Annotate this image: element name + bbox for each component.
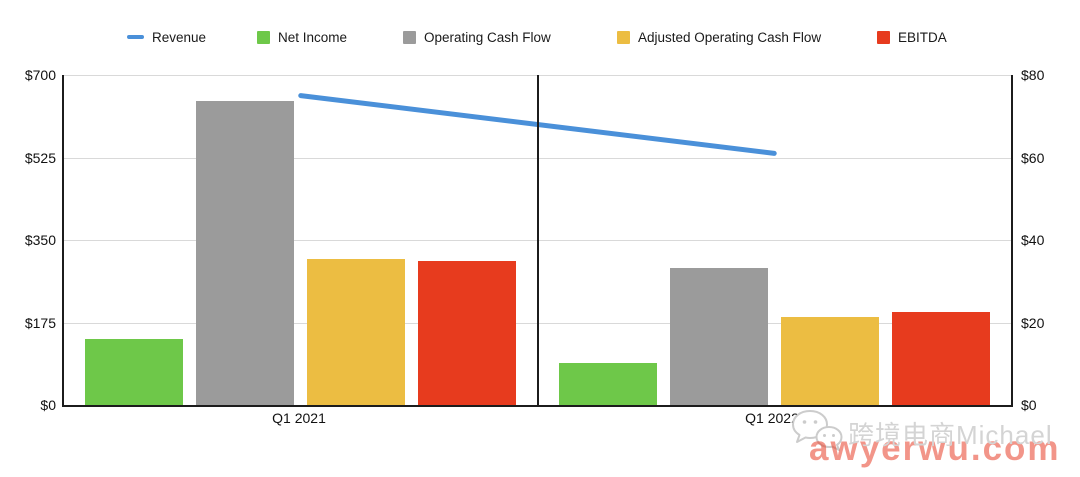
x-axis-label-q1-2022: Q1 2022 bbox=[745, 410, 799, 426]
legend-item-ebitda: EBITDA bbox=[877, 28, 947, 46]
left-axis-tick: $525 bbox=[24, 149, 56, 166]
watermark-brand-text: 跨境电商Michael bbox=[848, 420, 1053, 450]
operating-cash-flow-swatch bbox=[403, 30, 416, 44]
legend-label: EBITDA bbox=[898, 29, 947, 45]
left-axis-tick: $0 bbox=[40, 397, 56, 413]
legend-label: Net Income bbox=[278, 29, 348, 45]
adjusted-operating-cash-flow-swatch bbox=[617, 30, 630, 44]
legend-label: Revenue bbox=[152, 29, 207, 45]
bar-ebitda-q1-2022 bbox=[891, 312, 990, 405]
left-axis-tick: $175 bbox=[24, 314, 56, 331]
category-separator-line bbox=[536, 75, 539, 405]
left-axis-tick: $700 bbox=[24, 67, 56, 83]
bar-operating-cash-flow-q1-2022 bbox=[669, 268, 768, 405]
bar-net-income-q1-2021 bbox=[85, 339, 184, 405]
legend-item-net-income: Net Income bbox=[257, 28, 347, 46]
bar-operating-cash-flow-q1-2021 bbox=[196, 100, 295, 405]
legend-item-operating-cash-flow: Operating Cash Flow bbox=[403, 28, 551, 46]
right-axis-tick: $20 bbox=[1021, 314, 1045, 331]
legend-label: Operating Cash Flow bbox=[424, 29, 551, 45]
right-axis-tick: $80 bbox=[1021, 67, 1045, 83]
bar-adjusted-operating-cash-flow-q1-2022 bbox=[780, 316, 879, 405]
legend-item-revenue: Revenue bbox=[127, 28, 206, 46]
wechat-icon bbox=[792, 410, 843, 451]
legend-label: Adjusted Operating Cash Flow bbox=[638, 29, 822, 45]
bar-ebitda-q1-2021 bbox=[418, 261, 517, 405]
bar-net-income-q1-2022 bbox=[558, 362, 657, 405]
x-axis-label-q1-2021: Q1 2021 bbox=[272, 410, 326, 426]
watermark-url-text: awyerwu.com bbox=[809, 429, 1061, 468]
ebitda-swatch bbox=[877, 30, 890, 44]
left-axis-tick: $350 bbox=[24, 232, 56, 248]
net-income-swatch bbox=[257, 30, 270, 44]
right-axis-tick: $60 bbox=[1021, 149, 1045, 166]
right-axis-tick: $0 bbox=[1021, 397, 1037, 413]
legend-item-adjusted-operating-cash-flow: Adjusted Operating Cash Flow bbox=[617, 28, 821, 46]
right-axis-tick: $40 bbox=[1021, 232, 1045, 248]
bar-adjusted-operating-cash-flow-q1-2021 bbox=[307, 258, 406, 405]
plot-area bbox=[62, 75, 1013, 407]
revenue-line-swatch bbox=[127, 35, 144, 39]
